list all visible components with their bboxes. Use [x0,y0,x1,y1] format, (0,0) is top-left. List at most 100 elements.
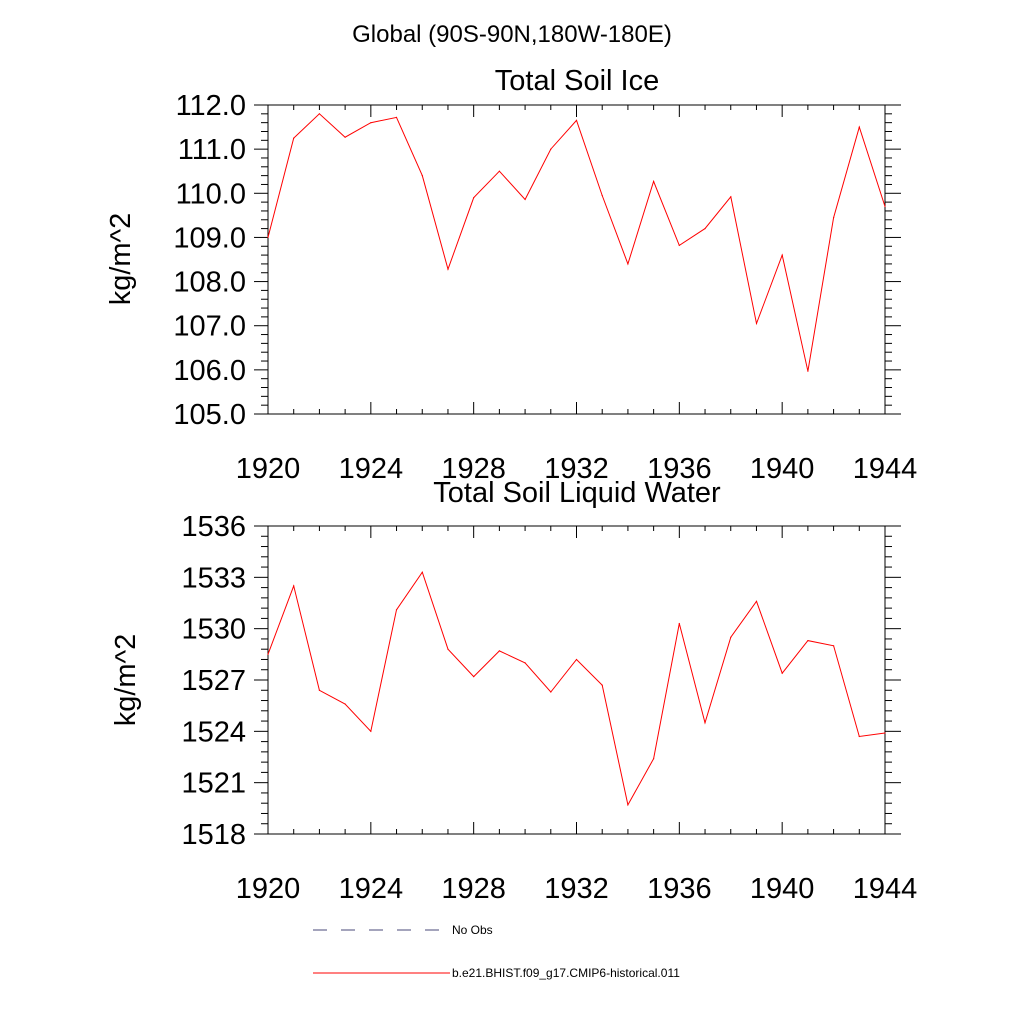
data-point [858,126,860,128]
data-point [755,600,758,602]
data-point [575,119,578,121]
data-point [807,370,809,372]
legend: No Obs b.e21.BHIST.f09_g17.CMIP6-histori… [313,923,680,980]
data-point [293,585,295,587]
y-tick-label: 1518 [181,819,246,851]
y-tick-label: 112.0 [176,90,246,122]
y-tick-label: 1527 [181,665,246,697]
x-tick-label: 1940 [750,453,815,485]
y-tick-label: 1536 [181,511,246,543]
y-axis-label: kg/m^2 [110,634,142,727]
data-series [267,571,886,807]
data-point [755,322,758,325]
y-tick-label: 111.0 [178,134,246,166]
figure-title: Global (90S-90N,180W-180E) [352,21,672,48]
x-tick-label: 1928 [441,453,506,485]
series-line [267,113,886,372]
chart-title: Total Soil Liquid Water [433,477,721,509]
data-point [730,636,732,638]
data-point [498,170,500,172]
data-point [447,268,449,270]
data-point [550,691,552,693]
y-tick-label: 108.0 [173,267,246,299]
data-point [421,175,423,177]
chart-panel-soil-ice: Total Soil Ice kg/m^2 105.0 106.0 107.0 108… [105,65,917,485]
data-point [395,116,398,118]
y-tick-label: 1533 [181,562,246,594]
x-tick-label: 1920 [236,453,301,485]
data-point [858,735,860,738]
y-tick-labels: 1518 1521 1524 1527 1530 1533 1536 [181,511,246,851]
y-tick-label: 110.0 [176,178,246,210]
y-tick-label: 107.0 [173,311,246,343]
data-point [704,722,706,724]
x-tick-label: 1936 [647,453,712,485]
data-point [781,254,783,256]
data-point [678,244,680,246]
series-line [267,571,886,807]
x-tick-labels: 1920 1924 1928 1932 1936 1940 1944 [236,873,918,905]
data-point [293,137,295,139]
data-point [524,198,526,201]
data-point [267,236,269,238]
data-point [524,662,526,664]
data-point [704,228,706,230]
x-tick-label: 1932 [544,453,609,485]
data-point [318,113,320,115]
data-point [833,645,835,647]
data-point [473,197,475,199]
legend-obs-label: No Obs [452,923,493,937]
data-point [421,571,423,573]
data-point [318,689,320,691]
data-point [601,684,603,686]
data-point [370,730,372,732]
legend-model-label: b.e21.BHIST.f09_g17.CMIP6-historical.011 [452,966,680,980]
y-tick-label: 109.0 [173,222,246,254]
y-tick-label: 1524 [181,716,246,748]
y-tick-label: 106.0 [173,355,246,387]
data-point [678,622,680,625]
x-tick-label: 1928 [441,873,506,905]
y-tick-label: 1521 [181,768,246,800]
x-tick-labels: 1920 1924 1928 1932 1936 1940 1944 [236,453,918,485]
plot-frame [267,525,886,835]
y-axis-label: kg/m^2 [105,213,137,306]
axis-ticks [254,104,901,415]
y-tick-label: 1530 [181,614,246,646]
data-point [550,148,552,150]
data-point [781,672,783,674]
data-point [601,194,603,197]
chart-panel-soil-liquid-water: Total Soil Liquid Water kg/m^2 151815211… [110,477,917,905]
data-point [884,732,886,734]
data-point [833,217,835,219]
x-tick-label: 1924 [339,873,404,905]
data-point [653,758,655,760]
chart-title: Total Soil Ice [495,65,659,97]
x-tick-label: 1924 [339,453,404,485]
data-point [498,650,500,652]
data-point [807,640,809,642]
data-point [627,804,629,806]
data-series [267,113,886,372]
axis-ticks [254,525,901,835]
data-point [473,676,475,678]
plot-frame [267,104,886,415]
x-tick-label: 1920 [236,873,301,905]
data-point [884,205,886,208]
data-point [627,263,629,265]
x-tick-label: 1944 [853,873,918,905]
data-point [370,122,372,124]
data-point [344,136,346,138]
data-point [447,648,449,650]
data-point [575,658,578,661]
y-tick-labels: 105.0 106.0 107.0 108.0 109.0 110.0 111.0 112.0 [173,90,246,431]
data-point [730,196,732,198]
x-tick-label: 1940 [750,873,815,905]
data-point [267,653,269,655]
y-tick-label: 105.0 [173,399,246,431]
data-point [653,180,655,182]
x-tick-label: 1936 [647,873,712,905]
x-tick-label: 1932 [544,873,609,905]
data-point [395,609,398,611]
